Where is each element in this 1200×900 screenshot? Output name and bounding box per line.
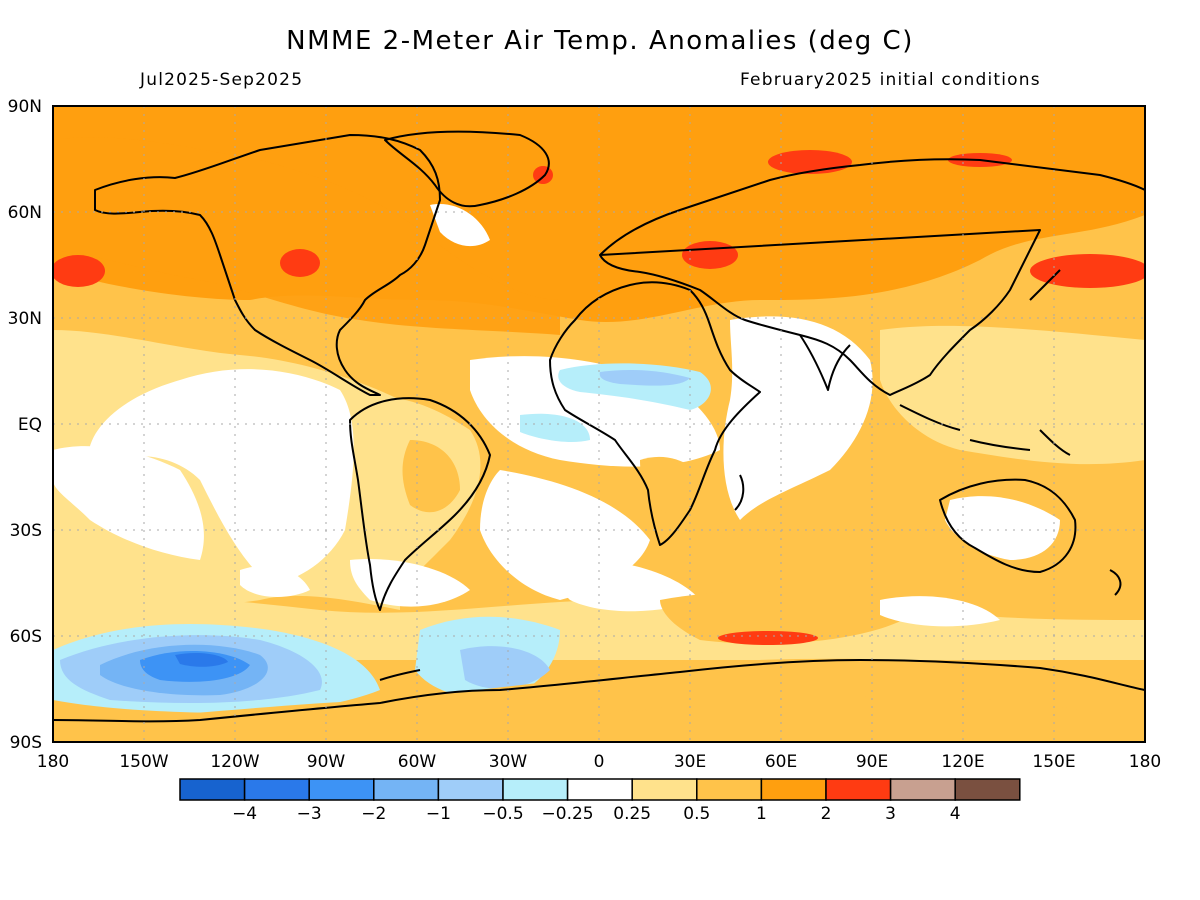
map-frame: [52, 105, 1146, 743]
legend-label: 3: [885, 804, 896, 824]
legend-swatch: [631, 778, 698, 801]
legend-swatch: [179, 778, 246, 801]
coastlines: [52, 130, 1146, 723]
legend-label: 0.25: [613, 804, 651, 824]
forecast-period: Jul2025-Sep2025: [140, 70, 304, 90]
initial-conditions: February2025 initial conditions: [740, 70, 1041, 90]
legend-label: −2: [361, 804, 386, 824]
legend-swatch: [566, 778, 633, 801]
legend-swatch: [437, 778, 504, 801]
legend-label: 0.5: [683, 804, 710, 824]
anomaly-fields: [53, 106, 1145, 742]
lon-label: 60E: [765, 752, 797, 772]
legend-label: 1: [756, 804, 767, 824]
lon-label: 180: [1129, 752, 1161, 772]
lon-label: 180: [37, 752, 69, 772]
legend-swatch: [696, 778, 763, 801]
legend-label: −3: [297, 804, 322, 824]
legend-swatch: [760, 778, 827, 801]
lat-label: 30S: [10, 521, 42, 541]
lat-label: 90N: [8, 97, 42, 117]
legend-swatch: [889, 778, 956, 801]
legend-swatch: [825, 778, 892, 801]
legend-swatch: [373, 778, 440, 801]
lon-label: 30E: [674, 752, 706, 772]
lon-label: 120E: [941, 752, 984, 772]
map-title: NMME 2-Meter Air Temp. Anomalies (deg C): [286, 26, 914, 56]
legend-swatch: [243, 778, 310, 801]
legend-label: −4: [232, 804, 257, 824]
lat-label: 90S: [10, 733, 42, 753]
lon-label: 90W: [307, 752, 346, 772]
lon-label: 150W: [119, 752, 168, 772]
latitude-labels: 90N 60N 30N EQ 30S 60S 90S: [8, 97, 42, 753]
legend-label: −1: [426, 804, 451, 824]
lat-label: EQ: [18, 415, 42, 435]
lon-label: 120W: [210, 752, 259, 772]
lon-label: 60W: [398, 752, 437, 772]
legend-swatch: [502, 778, 569, 801]
longitude-labels: 180 150W 120W 90W 60W 30W 0 30E 60E 90E …: [37, 752, 1161, 772]
legend-swatch: [308, 778, 375, 801]
legend-label: −0.5: [482, 804, 523, 824]
lon-label: 150E: [1032, 752, 1075, 772]
legend-swatch: [954, 778, 1021, 801]
lat-label: 60N: [8, 203, 42, 223]
color-legend: −4 −3 −2 −1 −0.5 −0.25 0.25 0.5 1 2 3 4: [179, 778, 1021, 824]
lon-label: 30W: [489, 752, 528, 772]
lat-label: 60S: [10, 627, 42, 647]
lat-label: 30N: [8, 309, 42, 329]
lon-label: 0: [594, 752, 605, 772]
graticule: [53, 106, 1145, 742]
legend-label: 4: [950, 804, 961, 824]
legend-label: 2: [821, 804, 832, 824]
legend-label: −0.25: [542, 804, 594, 824]
lon-label: 90E: [856, 752, 888, 772]
